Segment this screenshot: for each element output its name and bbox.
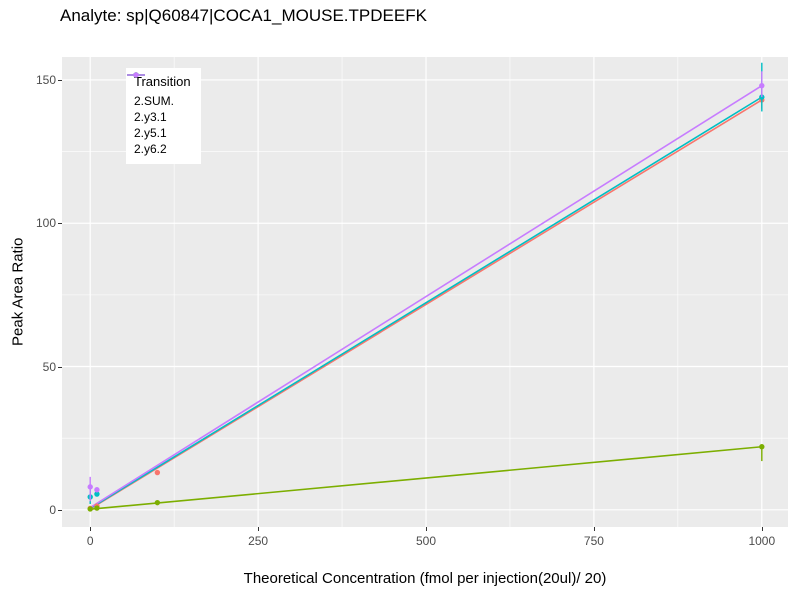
plot-panel: Transition 2.SUM. 2.y3.1 2.y5.1 2.y6.2 [62, 57, 788, 527]
legend: Transition 2.SUM. 2.y3.1 2.y5.1 2.y6.2 [126, 68, 201, 164]
legend-item: 2.y5.1 [127, 72, 191, 141]
x-tick-label: 500 [415, 534, 437, 548]
x-tick-mark [593, 527, 595, 531]
legend-marker-icon [127, 72, 145, 78]
legend-item: 2.y3.1 [127, 72, 191, 125]
y-tick-label: 0 [49, 502, 56, 517]
x-tick-mark [761, 527, 763, 531]
y-tick-mark [58, 223, 62, 225]
y-tick-label: 50 [42, 359, 56, 374]
y-tick-mark [58, 79, 62, 81]
x-tick-label: 250 [248, 534, 269, 548]
y-axis-label: Peak Area Ratio [9, 237, 27, 347]
y-tick-mark [58, 509, 62, 511]
plot-svg [62, 57, 788, 527]
y-tick-mark [58, 366, 62, 368]
legend-items: 2.SUM. 2.y3.1 2.y5.1 2.y6.2 [127, 72, 191, 157]
y-tick-label: 150 [35, 72, 56, 87]
x-axis-label: Theoretical Concentration (fmol per inje… [243, 570, 607, 587]
x-tick-label: 750 [583, 534, 604, 548]
legend-item-label: 2.y6.2 [134, 142, 167, 156]
legend-item: 2.y6.2 [127, 72, 191, 157]
legend-item-label: 2.y3.1 [134, 110, 167, 124]
x-tick-mark [258, 527, 260, 531]
x-tick-label: 0 [86, 534, 94, 548]
legend-item-label: 2.y5.1 [134, 126, 167, 140]
chart-title: Analyte: sp|Q60847|COCA1_MOUSE.TPDEEFK [60, 6, 427, 25]
legend-item-label: 2.SUM. [134, 94, 175, 108]
x-tick-mark [426, 527, 427, 531]
x-tick-mark [90, 527, 92, 531]
legend-title: Transition [134, 74, 191, 89]
y-tick-label: 100 [35, 216, 56, 231]
legend-item: 2.SUM. [127, 72, 191, 109]
x-tick-label: 1000 [748, 534, 776, 548]
